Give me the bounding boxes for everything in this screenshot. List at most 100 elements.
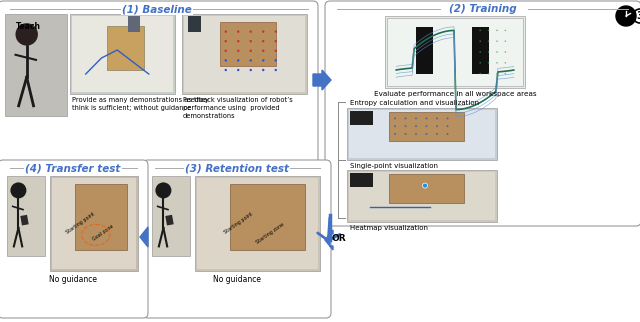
Circle shape bbox=[426, 125, 428, 127]
Circle shape bbox=[504, 73, 506, 74]
Circle shape bbox=[262, 59, 264, 62]
Circle shape bbox=[250, 69, 252, 71]
Bar bbox=[197, 178, 318, 269]
Bar bbox=[385, 16, 525, 88]
Circle shape bbox=[436, 118, 438, 119]
Text: Goal zone: Goal zone bbox=[92, 224, 114, 242]
Circle shape bbox=[225, 40, 227, 43]
Circle shape bbox=[10, 182, 26, 198]
Circle shape bbox=[479, 30, 481, 31]
FancyBboxPatch shape bbox=[0, 1, 318, 163]
Bar bbox=[52, 178, 136, 269]
Circle shape bbox=[237, 50, 239, 52]
Circle shape bbox=[479, 62, 481, 64]
Circle shape bbox=[496, 40, 498, 42]
Circle shape bbox=[237, 30, 239, 33]
Bar bbox=[472, 27, 488, 74]
Text: Provide as many demonstrations as they
think is sufficient; without guidance: Provide as many demonstrations as they t… bbox=[72, 97, 209, 111]
Bar bbox=[72, 16, 173, 92]
Circle shape bbox=[237, 69, 239, 71]
Circle shape bbox=[447, 125, 449, 127]
Bar bbox=[389, 112, 464, 141]
Bar bbox=[128, 15, 140, 32]
Circle shape bbox=[415, 118, 417, 119]
Circle shape bbox=[496, 73, 498, 74]
Circle shape bbox=[275, 59, 277, 62]
Circle shape bbox=[415, 133, 417, 135]
Circle shape bbox=[225, 30, 227, 33]
Circle shape bbox=[404, 133, 406, 135]
Circle shape bbox=[504, 62, 506, 64]
Circle shape bbox=[275, 40, 277, 43]
Bar bbox=[70, 14, 175, 94]
Circle shape bbox=[504, 30, 506, 31]
Bar bbox=[75, 184, 127, 250]
Bar bbox=[220, 22, 276, 66]
Circle shape bbox=[275, 50, 277, 52]
FancyBboxPatch shape bbox=[0, 160, 148, 318]
Circle shape bbox=[496, 51, 498, 53]
Text: Entropy calculation and visualization: Entropy calculation and visualization bbox=[350, 100, 479, 106]
Text: No guidance: No guidance bbox=[213, 275, 261, 284]
Circle shape bbox=[436, 133, 438, 135]
Bar bbox=[347, 170, 497, 222]
Bar bbox=[349, 172, 495, 220]
Circle shape bbox=[447, 133, 449, 135]
Text: Starting zone: Starting zone bbox=[255, 222, 285, 244]
Circle shape bbox=[496, 62, 498, 64]
Bar bbox=[165, 215, 173, 225]
Text: Heatmap visualization: Heatmap visualization bbox=[350, 225, 428, 231]
Circle shape bbox=[404, 118, 406, 119]
Circle shape bbox=[250, 59, 252, 62]
Circle shape bbox=[394, 125, 396, 127]
Circle shape bbox=[479, 51, 481, 53]
Bar bbox=[416, 27, 433, 74]
FancyArrow shape bbox=[313, 70, 331, 90]
Text: Feedback visualization of robot’s
performance using  provided
demonstrations: Feedback visualization of robot’s perfor… bbox=[183, 97, 292, 119]
Circle shape bbox=[262, 40, 264, 43]
Circle shape bbox=[262, 30, 264, 33]
Text: Teach: Teach bbox=[15, 22, 40, 31]
Circle shape bbox=[250, 40, 252, 43]
FancyBboxPatch shape bbox=[143, 160, 331, 318]
Bar bbox=[182, 14, 307, 94]
Circle shape bbox=[488, 51, 490, 53]
Circle shape bbox=[447, 118, 449, 119]
Text: (3) Retention test: (3) Retention test bbox=[185, 163, 289, 173]
Bar bbox=[350, 173, 372, 187]
Bar bbox=[20, 215, 29, 225]
FancyArrow shape bbox=[325, 230, 333, 250]
Text: Evaluate performance in all workspace areas: Evaluate performance in all workspace ar… bbox=[374, 91, 536, 97]
Circle shape bbox=[426, 133, 428, 135]
Circle shape bbox=[394, 133, 396, 135]
Circle shape bbox=[488, 30, 490, 31]
Circle shape bbox=[479, 73, 481, 74]
Circle shape bbox=[225, 59, 227, 62]
Bar bbox=[387, 18, 523, 86]
Circle shape bbox=[616, 6, 636, 26]
Circle shape bbox=[415, 125, 417, 127]
Bar bbox=[389, 174, 464, 203]
Circle shape bbox=[15, 23, 38, 46]
Circle shape bbox=[262, 50, 264, 52]
Circle shape bbox=[237, 40, 239, 43]
Circle shape bbox=[275, 30, 277, 33]
Circle shape bbox=[436, 125, 438, 127]
Circle shape bbox=[488, 62, 490, 64]
Circle shape bbox=[488, 73, 490, 74]
Bar bbox=[5, 14, 67, 116]
Text: Single-point visualization: Single-point visualization bbox=[350, 163, 438, 169]
Bar bbox=[350, 110, 372, 125]
Circle shape bbox=[404, 125, 406, 127]
FancyArrow shape bbox=[140, 227, 148, 247]
Text: (4) Transfer test: (4) Transfer test bbox=[26, 163, 121, 173]
Circle shape bbox=[250, 30, 252, 33]
Circle shape bbox=[275, 69, 277, 71]
Circle shape bbox=[426, 118, 428, 119]
Bar bbox=[107, 26, 143, 70]
Circle shape bbox=[237, 59, 239, 62]
Circle shape bbox=[488, 40, 490, 42]
Circle shape bbox=[504, 51, 506, 53]
Circle shape bbox=[504, 40, 506, 42]
Bar bbox=[188, 15, 201, 32]
